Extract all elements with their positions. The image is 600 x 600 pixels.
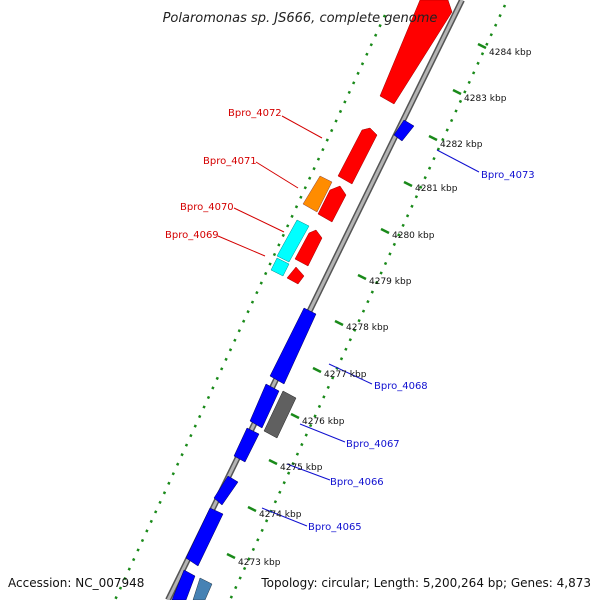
gene-Bpro_4069-cyan[interactable] (276, 219, 310, 263)
tick-label-4284: 4284 kbp (489, 48, 532, 58)
gene-label-Bpro_4070[interactable]: Bpro_4070 (180, 202, 234, 213)
gene-Bpro_4069-cyan-b[interactable] (270, 257, 290, 277)
tick-label-4273: 4273 kbp (238, 558, 281, 568)
tick-label-4283: 4283 kbp (464, 94, 507, 104)
gene-label-Bpro_4068[interactable]: Bpro_4068 (374, 381, 428, 392)
gene-forward-small[interactable] (286, 266, 305, 285)
gene-reverse-mid[interactable] (249, 383, 280, 429)
tick-mark (452, 88, 462, 96)
gene-Bpro_4073[interactable] (393, 119, 415, 142)
gene-forward-top[interactable] (379, 0, 453, 105)
tick-label-4282: 4282 kbp (440, 140, 483, 150)
tick-mark (290, 412, 300, 420)
gene-Bpro_4065[interactable] (185, 507, 224, 567)
tick-mark (477, 42, 487, 50)
tick-label-4281: 4281 kbp (415, 184, 458, 194)
outer-dotted-ring (113, 14, 387, 600)
gene-Bpro_4067-gray[interactable] (263, 390, 297, 439)
label-leaders (217, 115, 480, 527)
tick-label-4280: 4280 kbp (392, 231, 435, 241)
gene-Bpro_4071[interactable] (317, 185, 347, 223)
gene-label-Bpro_4067[interactable]: Bpro_4067 (346, 439, 400, 450)
tick-label-4274: 4274 kbp (259, 510, 302, 520)
gene-steelblue-bottom[interactable] (192, 577, 213, 600)
gene-label-Bpro_4071[interactable]: Bpro_4071 (203, 156, 257, 167)
gene-Bpro_4066[interactable] (233, 427, 260, 463)
tick-mark (247, 505, 257, 513)
gene-label-Bpro_4073[interactable]: Bpro_4073 (481, 170, 535, 181)
gene-Bpro_4070-orange[interactable] (302, 175, 333, 213)
tick-mark (312, 366, 322, 374)
tick-mark (403, 180, 413, 188)
tick-mark (428, 134, 438, 142)
summary-text: Topology: circular; Length: 5,200,264 bp… (260, 576, 591, 590)
gene-label-Bpro_4072[interactable]: Bpro_4072 (228, 108, 282, 119)
gene-reverse-bottom[interactable] (171, 569, 196, 600)
tick-label-4276: 4276 kbp (302, 417, 345, 427)
tick-label-4277: 4277 kbp (324, 370, 367, 380)
gene-reverse-b[interactable] (213, 475, 239, 506)
forward-genes (270, 0, 453, 285)
tick-mark (357, 273, 367, 281)
gene-Bpro_4068[interactable] (269, 307, 317, 385)
tick-mark (226, 552, 236, 560)
gene-Bpro_4070[interactable] (294, 229, 323, 267)
gene-label-Bpro_4066[interactable]: Bpro_4066 (330, 477, 384, 488)
tick-mark (268, 458, 278, 466)
reverse-genes (171, 119, 415, 600)
gene-label-Bpro_4065[interactable]: Bpro_4065 (308, 522, 362, 533)
inner-dotted-ring (228, 4, 507, 600)
gene-label-Bpro_4069[interactable]: Bpro_4069 (165, 230, 219, 241)
tick-label-4279: 4279 kbp (369, 277, 412, 287)
gene-Bpro_4072[interactable] (337, 127, 378, 185)
tick-mark (334, 319, 344, 327)
tick-label-4278: 4278 kbp (346, 323, 389, 333)
accession-text: Accession: NC_007948 (8, 576, 144, 590)
tick-label-4275: 4275 kbp (280, 463, 323, 473)
map-title: Polaromonas sp. JS666, complete genome (163, 11, 438, 26)
tick-mark (380, 227, 390, 235)
tick-marks (226, 42, 487, 560)
